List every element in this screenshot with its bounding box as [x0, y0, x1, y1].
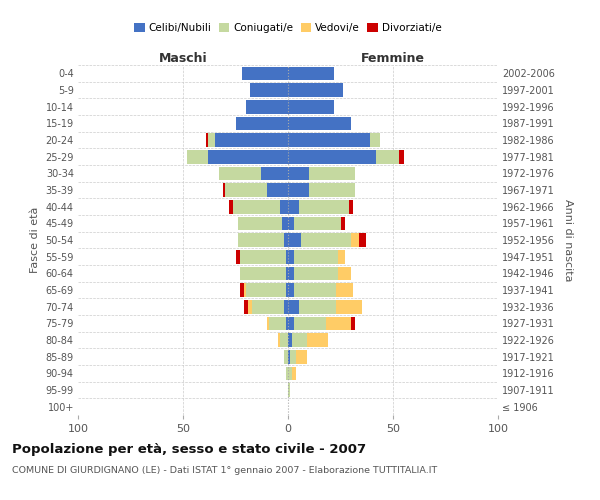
- Bar: [267, 183, 288, 197]
- Bar: [400, 150, 404, 164]
- Y-axis label: Fasce di età: Fasce di età: [30, 207, 40, 273]
- Bar: [288, 350, 290, 364]
- Bar: [215, 133, 288, 147]
- Bar: [288, 333, 292, 347]
- Bar: [288, 66, 334, 80]
- Bar: [277, 333, 280, 347]
- Bar: [238, 233, 284, 247]
- Bar: [337, 300, 361, 314]
- Bar: [351, 233, 359, 247]
- Text: Femmine: Femmine: [361, 52, 425, 65]
- Bar: [244, 283, 246, 297]
- Bar: [239, 250, 286, 264]
- Bar: [307, 333, 328, 347]
- Bar: [370, 133, 380, 147]
- Bar: [244, 300, 248, 314]
- Bar: [295, 316, 326, 330]
- Bar: [376, 150, 400, 164]
- Bar: [284, 233, 288, 247]
- Bar: [288, 250, 295, 264]
- Bar: [296, 350, 307, 364]
- Y-axis label: Anni di nascita: Anni di nascita: [563, 198, 574, 281]
- Bar: [242, 66, 288, 80]
- Bar: [248, 300, 252, 314]
- Bar: [309, 166, 355, 180]
- Bar: [284, 300, 288, 314]
- Bar: [301, 233, 351, 247]
- Bar: [341, 216, 344, 230]
- Bar: [288, 216, 295, 230]
- Bar: [288, 100, 334, 114]
- Bar: [187, 150, 208, 164]
- Bar: [288, 383, 290, 397]
- Bar: [299, 300, 337, 314]
- Bar: [267, 316, 269, 330]
- Bar: [288, 166, 309, 180]
- Bar: [218, 166, 260, 180]
- Text: COMUNE DI GIURDIGNANO (LE) - Dati ISTAT 1° gennaio 2007 - Elaborazione TUTTITALI: COMUNE DI GIURDIGNANO (LE) - Dati ISTAT …: [12, 466, 437, 475]
- Bar: [286, 366, 288, 380]
- Bar: [309, 183, 355, 197]
- Bar: [292, 366, 296, 380]
- Bar: [351, 316, 355, 330]
- Bar: [208, 150, 288, 164]
- Bar: [286, 266, 288, 280]
- Text: Maschi: Maschi: [158, 52, 208, 65]
- Bar: [235, 116, 288, 130]
- Bar: [288, 150, 376, 164]
- Bar: [290, 350, 296, 364]
- Bar: [288, 133, 370, 147]
- Bar: [239, 266, 286, 280]
- Bar: [260, 166, 288, 180]
- Bar: [284, 350, 288, 364]
- Bar: [295, 283, 337, 297]
- Bar: [223, 183, 225, 197]
- Bar: [359, 233, 366, 247]
- Bar: [338, 266, 351, 280]
- Text: Popolazione per età, sesso e stato civile - 2007: Popolazione per età, sesso e stato civil…: [12, 442, 366, 456]
- Bar: [233, 200, 280, 213]
- Bar: [235, 250, 240, 264]
- Bar: [295, 216, 341, 230]
- Bar: [288, 233, 301, 247]
- Bar: [286, 283, 288, 297]
- Bar: [246, 100, 288, 114]
- Bar: [288, 300, 299, 314]
- Bar: [206, 133, 208, 147]
- Bar: [246, 283, 286, 297]
- Bar: [225, 183, 267, 197]
- Bar: [288, 183, 309, 197]
- Bar: [288, 200, 299, 213]
- Bar: [250, 83, 288, 97]
- Bar: [280, 333, 288, 347]
- Bar: [288, 83, 343, 97]
- Bar: [229, 200, 233, 213]
- Bar: [326, 316, 351, 330]
- Bar: [238, 216, 282, 230]
- Bar: [295, 266, 338, 280]
- Bar: [240, 283, 244, 297]
- Bar: [338, 250, 345, 264]
- Bar: [286, 250, 288, 264]
- Bar: [288, 316, 295, 330]
- Legend: Celibi/Nubili, Coniugati/e, Vedovi/e, Divorziati/e: Celibi/Nubili, Coniugati/e, Vedovi/e, Di…: [132, 21, 444, 35]
- Bar: [288, 266, 295, 280]
- Bar: [286, 316, 288, 330]
- Bar: [292, 333, 307, 347]
- Bar: [288, 283, 295, 297]
- Bar: [280, 200, 288, 213]
- Bar: [269, 316, 286, 330]
- Bar: [337, 283, 353, 297]
- Bar: [288, 116, 351, 130]
- Bar: [295, 250, 338, 264]
- Bar: [349, 200, 353, 213]
- Bar: [299, 200, 349, 213]
- Bar: [288, 366, 292, 380]
- Bar: [208, 133, 215, 147]
- Bar: [282, 216, 288, 230]
- Bar: [253, 300, 284, 314]
